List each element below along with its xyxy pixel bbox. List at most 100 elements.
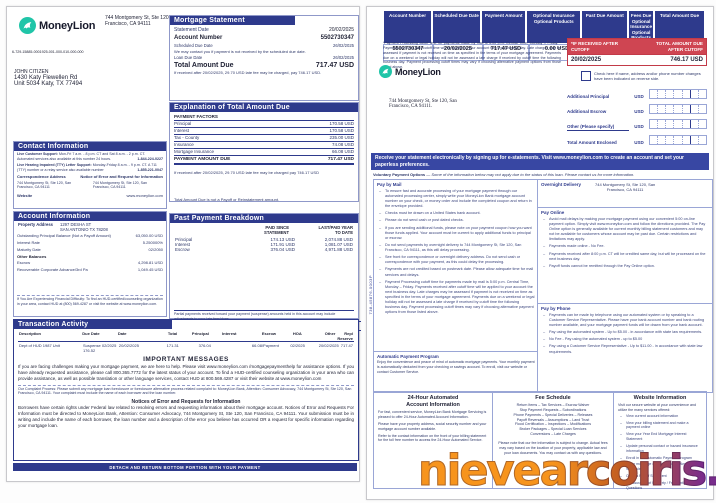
moneylion-logo: MoneyLion: [19, 17, 95, 34]
amount-label: Additional Principal: [567, 94, 610, 99]
tx-col: Due Date: [82, 331, 100, 336]
account-info-title: Account Information: [14, 212, 166, 221]
recipient-name: JOHN CITIZEN: [14, 69, 49, 75]
cutoff-total-label: TOTAL AMOUNT DUE AFTER CUTOFF: [637, 39, 706, 55]
address-change-row: Check here if name, address and/or phone…: [581, 71, 703, 81]
factor-value: 170.58 USD: [329, 128, 354, 134]
amount-label: Other (Please specify): [567, 124, 629, 131]
estatement-banner: Receive your statement electronically by…: [371, 153, 709, 170]
payment-amount-due-value: 717.47 USD: [327, 156, 354, 162]
address-change-checkbox[interactable]: [581, 71, 591, 81]
contact-note: We may contact you if payment is not rec…: [174, 49, 306, 54]
notices-body: Borrowers have certain rights under Fede…: [18, 405, 354, 428]
scheduled-due-label: Scheduled Due Date: [174, 43, 213, 48]
amount-fields: Additional Principal USD Additional Escr…: [567, 89, 707, 145]
total-due-value: 717.47 USD: [315, 62, 354, 70]
pp-row-v1: 171.91 USD: [270, 242, 295, 247]
account-number-label: Account Number: [174, 35, 223, 41]
pp-row-label: Interest: [175, 242, 191, 247]
acct-row-value: 02/2050: [148, 247, 163, 252]
recipient-line1: 1430 Katy Flewellen Rd: [14, 75, 78, 81]
factor-label: Interest: [174, 128, 190, 134]
acct-row-label: Maturity Date: [17, 247, 41, 252]
pay-by-mail-bullet: Payment Processing cutoff time for payme…: [379, 280, 535, 316]
payment-amount-due-label: PAYMENT AMOUNT DUE: [174, 156, 231, 162]
col-paid-ytd: LAST/PAID YEAR TO DATE: [318, 225, 353, 235]
coupon-header: Account Number: [383, 10, 433, 44]
account-info-box: Account Information Property Address 1297…: [13, 211, 167, 317]
notices-title: Notices of Error and Requests for Inform…: [131, 399, 241, 406]
pay-by-mail-bullet: To ensure fast and accurate processing o…: [379, 189, 535, 210]
acct-row-value: 5.250000%: [142, 240, 163, 245]
brand-wordmark: MoneyLion: [39, 19, 96, 32]
tx-col: Interest: [222, 331, 237, 336]
currency-label: USD: [634, 94, 644, 99]
tx-col: Total: [167, 331, 178, 336]
amount-input-boxes[interactable]: [648, 118, 707, 129]
mortgage-statement-title: Mortgage Statement: [170, 16, 295, 25]
support-label: Live Customer Support:: [17, 152, 58, 156]
voluntary-options-text: — Some of the information below may not …: [426, 172, 635, 177]
tx-cell: Dept of HUD 1987 Unit: [19, 343, 60, 348]
contact-info-title: Contact Information: [14, 142, 166, 151]
past-payment-title: Past Payment Breakdown: [170, 214, 358, 223]
coupon-value: 5502730347: [383, 43, 433, 61]
amount-input-boxes[interactable]: [648, 89, 707, 99]
website-bullet: Update personal contact or hazard insura…: [620, 444, 700, 454]
other-row-value: 1,049.45 USD: [137, 267, 163, 273]
tx-cell: Suspense 02/2025 176.52: [82, 343, 117, 353]
amount-field-other: Other (Please specify) USD: [567, 118, 707, 131]
watermark-text: nievearcoiris.com: [417, 446, 716, 497]
pay-by-phone-bullet: Pay using a Customer Service Representat…: [543, 344, 707, 354]
tx-col: Date: [117, 331, 127, 336]
website-link[interactable]: www.moneylion.com: [126, 193, 163, 199]
pay-by-mail-bullet: Please do not send cash or post dated ch…: [379, 218, 535, 223]
loan-due-value: 26/02/2025: [333, 55, 354, 61]
detach-bar: DETACH AND RETURN BOTTOM PORTION WITH YO…: [13, 463, 357, 471]
address-change-note: Check here if name, address and/or phone…: [594, 71, 701, 82]
statement-date-value: 20/02/2025: [328, 27, 354, 33]
amount-input-boxes[interactable]: [648, 103, 707, 114]
acct-row-label: Outstanding Principal Balance (Not a Pay…: [17, 233, 111, 238]
noe-label: Notice of Error and Request for Informat…: [80, 174, 163, 180]
pay-by-mail-bullet: Checks must be drawn on a United States …: [379, 211, 535, 216]
amount-input-boxes[interactable]: [648, 134, 707, 145]
pp-row-label: Principal: [175, 237, 193, 242]
website-bullet: Order a Payoff Statement: [620, 474, 700, 479]
sender-address-line1: 744 Montgomery St, Ste 120, San: [105, 15, 181, 21]
auto-pay-title: Automatic Payment Program: [377, 354, 439, 359]
tx-col: HOA: [292, 331, 302, 336]
currency-label: USD: [634, 123, 644, 129]
pay-by-mail-bullet: Payments are not credited based on postm…: [379, 267, 535, 277]
pay-by-mail-title: Pay by Mail: [377, 182, 402, 187]
pay-by-phone-bullet: Pay using the automated system - Up to $…: [543, 330, 707, 335]
transaction-row: Dept of HUD 1987 Unit Suspense 02/2025 1…: [18, 343, 354, 353]
payment-coupon-page: Account Number Scheduled Due Date Paymen…: [366, 6, 714, 500]
tty-phone: 1-855-221-0047: [137, 167, 163, 172]
recipient-block: JOHN CITIZEN 1430 Katy Flewellen Rd Unit…: [14, 69, 82, 87]
coupon-table: Account Number Scheduled Due Date Paymen…: [383, 10, 706, 61]
coupon-header: Optional Insurance Optional Products: [526, 10, 582, 44]
fee-schedule-title: Fee Schedule: [535, 395, 571, 401]
transaction-activity-title: Transaction Activity: [14, 320, 172, 329]
website-bullet: View your Year End Mortgage Interest Sta…: [620, 432, 700, 442]
website-bullet: Enroll in our Automatic Payment Program: [620, 456, 700, 461]
other-balances-label: Other Balances: [17, 254, 47, 259]
explanation-box: Explanation of Total Amount Due PAYMENT …: [169, 102, 359, 202]
late-fee-note: If received after 20/02/2025, 29.70 USD …: [174, 70, 322, 76]
website-bullet: View current account information: [620, 414, 700, 419]
pp-row-v1: 174.13 USD: [270, 237, 295, 242]
important-messages-body: If you are facing challenges making your…: [18, 364, 354, 381]
correspondence-label: Correspondence Address: [17, 174, 66, 180]
automated-info-paragraph: Please have your property address, socia…: [378, 421, 487, 431]
factor-label: Mortgage Insurance: [174, 149, 215, 155]
website-info-intro: Visit our secure website at your conveni…: [618, 403, 697, 412]
remit-address-line1: 744 Montgomery St, Ste 120, San: [389, 99, 457, 104]
fee-schedule-note: Please note that our fee information is …: [498, 440, 608, 455]
bottom-section-box: Transaction Activity Description Due Dat…: [13, 319, 359, 461]
factor-value: 66.08 USD: [331, 149, 354, 155]
website-bullet: View your billing statement and make a p…: [620, 421, 700, 431]
pp-row-v2: 1,081.07 USD: [324, 242, 353, 247]
coupon-header: Scheduled Due Date: [432, 10, 482, 44]
support-text: Mon-Fri 7 a.m. - 8 p.m. CT and Sat 8 a.m…: [17, 152, 146, 161]
